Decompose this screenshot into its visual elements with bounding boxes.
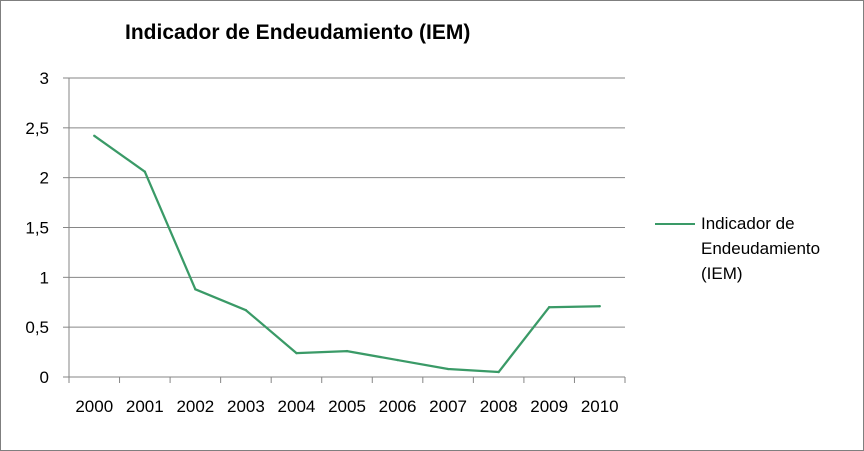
- x-tick-label: 2010: [581, 397, 619, 416]
- data-point: [598, 305, 601, 308]
- chart-title: Indicador de Endeudamiento (IEM): [125, 21, 471, 44]
- series-layer: [93, 134, 601, 374]
- data-point: [244, 309, 248, 312]
- x-tick-label: 2004: [278, 397, 316, 416]
- series-line: [93, 134, 600, 374]
- y-tick-label: 2,5: [25, 119, 49, 138]
- y-tick-label: 2: [40, 169, 49, 188]
- x-tick-label: 2003: [227, 397, 265, 416]
- data-point: [497, 370, 500, 374]
- legend-line-swatch: [655, 223, 695, 225]
- y-tick-label: 3: [40, 69, 49, 88]
- x-tick-label: 2007: [429, 397, 467, 416]
- data-point: [143, 170, 147, 173]
- legend-label: Indicador de Endeudamiento (IEM): [701, 214, 821, 283]
- data-point: [295, 351, 298, 355]
- x-tick-label: 2001: [126, 397, 164, 416]
- x-tick-label: 2002: [176, 397, 214, 416]
- x-tick-label: 2006: [379, 397, 417, 416]
- data-point: [345, 349, 349, 353]
- legend: Indicador de Endeudamiento (IEM): [655, 211, 851, 286]
- y-tick-label: 1: [40, 268, 49, 287]
- x-tick-labels: 2000 2001 2002 2003 2004 2005 2006 2007 2008 2009…: [75, 397, 618, 416]
- data-point: [194, 288, 197, 291]
- y-tick-label: 0: [40, 368, 49, 387]
- y-tick-label: 0,5: [25, 318, 49, 337]
- data-point: [396, 358, 399, 362]
- y-tick-labels: 0 0,5 1 1,5 2 2,5 3: [25, 69, 49, 387]
- x-tick-label: 2005: [328, 397, 366, 416]
- x-tick-label: 2000: [75, 397, 113, 416]
- gridlines: [69, 77, 625, 328]
- data-point: [547, 306, 551, 309]
- y-tick-label: 1,5: [25, 219, 49, 238]
- axes: [63, 77, 626, 383]
- data-point: [446, 367, 450, 371]
- data-point: [93, 134, 96, 138]
- x-tick-label: 2009: [530, 397, 568, 416]
- x-tick-label: 2008: [480, 397, 518, 416]
